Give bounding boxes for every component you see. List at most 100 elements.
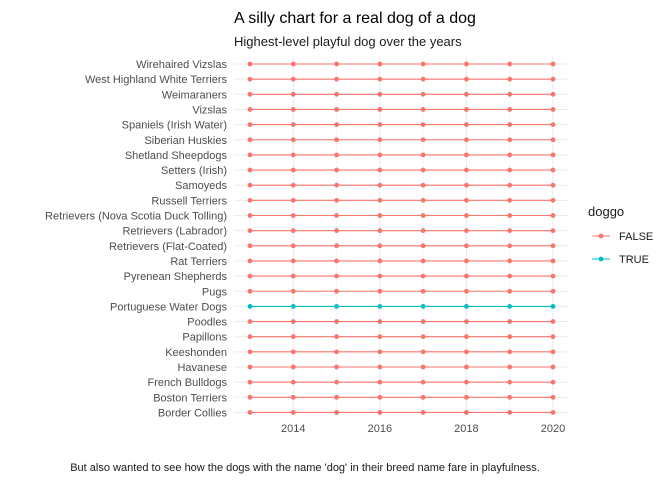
data-point: [420, 319, 426, 324]
data-point: [247, 273, 253, 279]
data-point: [550, 107, 556, 112]
data-point: [507, 304, 513, 309]
data-point: [247, 243, 253, 249]
data-point: [464, 228, 469, 234]
data-point: [464, 349, 469, 355]
data-point: [507, 273, 513, 279]
data-point: [420, 410, 426, 415]
data-point: [290, 379, 296, 385]
data-point: [334, 394, 339, 400]
data-point: [377, 258, 383, 264]
x-tick-label: 2016: [368, 423, 392, 435]
data-point: [550, 319, 556, 324]
data-point: [334, 137, 339, 143]
y-tick-label: Poodles: [187, 317, 227, 329]
series-row: [247, 304, 556, 309]
data-point: [420, 182, 426, 188]
data-point: [507, 76, 513, 82]
y-tick-label: Rat Terriers: [170, 256, 227, 268]
data-point: [507, 349, 513, 355]
series-row: [247, 319, 556, 324]
data-point: [377, 334, 383, 340]
data-point: [377, 182, 383, 188]
data-point: [334, 76, 339, 82]
data-point: [290, 197, 296, 203]
data-point: [420, 349, 426, 355]
data-point: [507, 152, 513, 158]
data-point: [464, 197, 469, 203]
data-point: [247, 364, 253, 370]
data-point: [290, 228, 296, 234]
data-point: [290, 137, 296, 143]
data-point: [247, 91, 253, 97]
data-point: [550, 364, 556, 370]
data-point: [507, 379, 513, 385]
data-point: [550, 394, 556, 400]
x-tick-label: 2018: [454, 423, 478, 435]
data-point: [507, 364, 513, 370]
series-row: [247, 243, 556, 249]
data-point: [420, 167, 426, 173]
data-point: [247, 137, 253, 143]
y-axis-labels: Wirehaired Vizslas West Highland White Te…: [45, 59, 227, 419]
data-point: [464, 152, 469, 158]
y-tick-label: Wirehaired Vizslas: [136, 59, 227, 71]
x-tick-label: 2014: [281, 423, 305, 435]
data-point: [377, 288, 383, 294]
data-point: [334, 379, 339, 385]
data-point: [464, 394, 469, 400]
data-point: [377, 76, 383, 82]
data-point: [464, 213, 469, 218]
data-point: [507, 394, 513, 400]
data-point: [550, 410, 556, 415]
data-point: [464, 258, 469, 264]
data-point: [550, 197, 556, 203]
data-point: [247, 319, 253, 324]
series-row: [247, 152, 556, 158]
data-point: [247, 228, 253, 234]
data-point: [247, 410, 253, 415]
series-layer: [247, 61, 556, 415]
data-point: [377, 91, 383, 97]
data-point: [420, 137, 426, 143]
data-point: [464, 122, 469, 127]
y-tick-label: Pugs: [202, 286, 228, 298]
data-point: [507, 228, 513, 234]
data-point: [507, 167, 513, 173]
chart-title: A silly chart for a real dog of a dog: [234, 10, 476, 27]
data-point: [334, 91, 339, 97]
data-point: [464, 167, 469, 173]
data-point: [550, 61, 556, 67]
x-tick-label: 2020: [541, 423, 565, 435]
data-point: [290, 243, 296, 249]
data-point: [550, 258, 556, 264]
data-point: [550, 334, 556, 340]
y-tick-label: Boston Terriers: [153, 392, 227, 404]
series-row: [247, 349, 556, 355]
data-point: [247, 76, 253, 82]
data-point: [550, 228, 556, 234]
series-row: [247, 273, 556, 279]
data-point: [290, 167, 296, 173]
data-point: [420, 122, 426, 127]
data-point: [550, 304, 556, 309]
data-point: [377, 394, 383, 400]
data-point: [290, 349, 296, 355]
data-point: [290, 273, 296, 279]
data-point: [420, 364, 426, 370]
data-point: [377, 167, 383, 173]
data-point: [290, 410, 296, 415]
data-point: [334, 197, 339, 203]
y-tick-label: French Bulldogs: [148, 377, 228, 389]
series-row: [247, 197, 556, 203]
data-point: [420, 288, 426, 294]
data-point: [334, 410, 339, 415]
data-point: [420, 152, 426, 158]
y-tick-label: Pyrenean Shepherds: [124, 271, 228, 283]
y-tick-label: Keeshonden: [165, 347, 227, 359]
data-point: [290, 319, 296, 324]
data-point: [377, 364, 383, 370]
data-point: [377, 107, 383, 112]
series-row: [247, 122, 556, 127]
